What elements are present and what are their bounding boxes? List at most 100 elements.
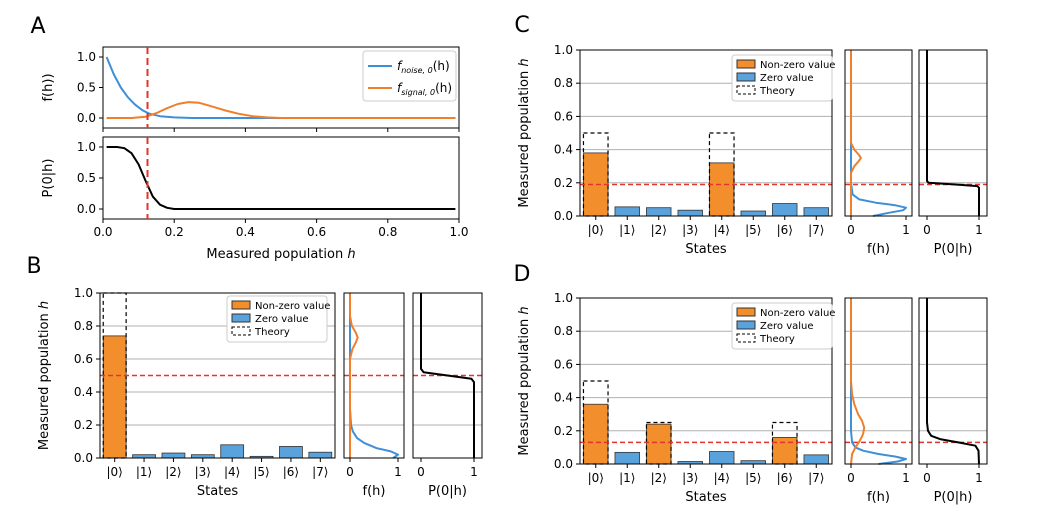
x-tick-label: 0 [923, 223, 931, 237]
legend-label: fnoise, 0(h) [397, 59, 450, 75]
x-tick-label: |0⟩ [107, 465, 123, 479]
legend-label: Non-zero value [760, 308, 835, 319]
legend-tail: (h) [433, 59, 450, 73]
f-axis-label: f(h) [867, 490, 890, 505]
legend-label: fsignal, 0(h) [397, 81, 452, 97]
y-tick-label: 0.8 [554, 76, 573, 90]
legend-swatch [736, 333, 756, 343]
legend-label: Zero value [760, 73, 814, 84]
f-axes-frame [844, 49, 913, 217]
f-axis-label: f(h) [867, 242, 890, 257]
y-axis-label-text: Measured population [517, 67, 532, 208]
noise-density-line [850, 298, 907, 465]
y-axis-label-text: Measured population [37, 309, 52, 450]
bar [772, 203, 798, 217]
y-tick-label: 0.0 [77, 202, 96, 216]
x-tick-label: |4⟩ [714, 223, 730, 237]
y-axis-label: P(0|h) [41, 159, 56, 198]
y-tick-label: 0.4 [554, 143, 573, 157]
legend-swatch [736, 307, 756, 317]
axes-frame [99, 292, 336, 459]
x-tick-label: 1 [975, 471, 983, 485]
x-tick-label: |1⟩ [619, 223, 635, 237]
legend-box [731, 54, 833, 102]
noise-line [105, 56, 456, 119]
bar [803, 454, 829, 465]
x-tick-label: |3⟩ [195, 465, 211, 479]
y-tick-label: 1.0 [74, 286, 93, 300]
bar [308, 451, 333, 459]
bar [709, 162, 735, 217]
x-tick-label: |0⟩ [588, 471, 604, 485]
legend-swatch [736, 320, 756, 330]
panel-label-A: A [30, 14, 45, 39]
x-tick-label: |5⟩ [745, 223, 761, 237]
y-tick-label: 0.5 [77, 171, 96, 185]
x-axis-label-var: h [347, 247, 355, 262]
x-tick-label: |1⟩ [136, 465, 152, 479]
y-axis-label: Measured population h [517, 58, 532, 207]
noise-density-line [349, 293, 399, 459]
x-tick-label: 1 [902, 471, 910, 485]
legend-tail: (h) [435, 81, 452, 95]
x-tick-label: 1 [470, 465, 478, 479]
x-tick-label: |4⟩ [224, 465, 240, 479]
p-axes-frame [918, 49, 988, 217]
legend-fn: f [397, 81, 403, 95]
legend-swatch [736, 72, 756, 82]
p-axis-label: P(0|h) [428, 484, 467, 499]
y-axis-label: f(h)) [41, 73, 56, 101]
legend: Non-zero value Zero value Theory [731, 54, 835, 102]
bar [614, 206, 640, 217]
x-tick-label: 0.0 [93, 225, 112, 239]
legend-sub: signal, 0 [401, 88, 435, 97]
p-axes-frame [412, 292, 483, 459]
x-tick-label: |2⟩ [651, 471, 667, 485]
x-tick-label: |3⟩ [682, 471, 698, 485]
axes-frame [579, 49, 833, 217]
y-tick-label: 0.2 [74, 418, 93, 432]
x-tick-label: |3⟩ [682, 223, 698, 237]
signal-density-line [349, 293, 359, 458]
x-tick-label: |7⟩ [808, 471, 824, 485]
y-tick-label: 0.0 [554, 209, 573, 223]
bar [677, 209, 703, 217]
x-tick-label: 0 [847, 223, 855, 237]
x-tick-label: |6⟩ [777, 223, 793, 237]
x-tick-label: |7⟩ [808, 223, 824, 237]
legend-swatch [736, 59, 756, 69]
bar [646, 207, 672, 217]
y-tick-label: 0.6 [554, 357, 573, 371]
signal-density-line [850, 298, 866, 465]
x-tick-label: 1 [394, 465, 402, 479]
x-axis-label-text: Measured population [206, 247, 347, 262]
y-axis-label-text: P(0|h) [41, 159, 56, 198]
x-tick-label: 1 [975, 223, 983, 237]
y-tick-label: 0.4 [554, 391, 573, 405]
y-tick-label: 1.0 [77, 50, 96, 64]
y-tick-label: 0.0 [77, 111, 96, 125]
f-axes-frame [844, 297, 913, 465]
y-axis-label-var: h [517, 58, 532, 66]
x-tick-label: |5⟩ [745, 471, 761, 485]
legend-label: Non-zero value [255, 301, 330, 312]
y-axis-label: Measured population h [37, 301, 52, 450]
x-tick-label: 0 [417, 465, 425, 479]
y-tick-label: 0.4 [74, 385, 93, 399]
x-axis-label: States [685, 242, 726, 257]
axes-frame [102, 136, 460, 220]
y-tick-label: 1.0 [554, 43, 573, 57]
y-tick-label: 1.0 [77, 140, 96, 154]
x-tick-label: |1⟩ [619, 471, 635, 485]
noise-density-line [850, 50, 907, 217]
panel-label-D: D [514, 262, 531, 287]
y-tick-label: 0.5 [77, 81, 96, 95]
y-tick-label: 1.0 [554, 291, 573, 305]
signal-line [106, 101, 456, 119]
legend-label: Non-zero value [760, 60, 835, 71]
x-tick-label: 1.0 [449, 225, 468, 239]
panel-D: D 0.0 0.2 0.4 0.6 0.8 1.0 |0⟩ |1⟩ |2⟩ |3⟩ |4⟩ |5⟩ |6⟩… [514, 262, 988, 505]
y-tick-label: 0.0 [74, 451, 93, 465]
legend-box [731, 302, 833, 350]
y-tick-label: 0.6 [554, 109, 573, 123]
